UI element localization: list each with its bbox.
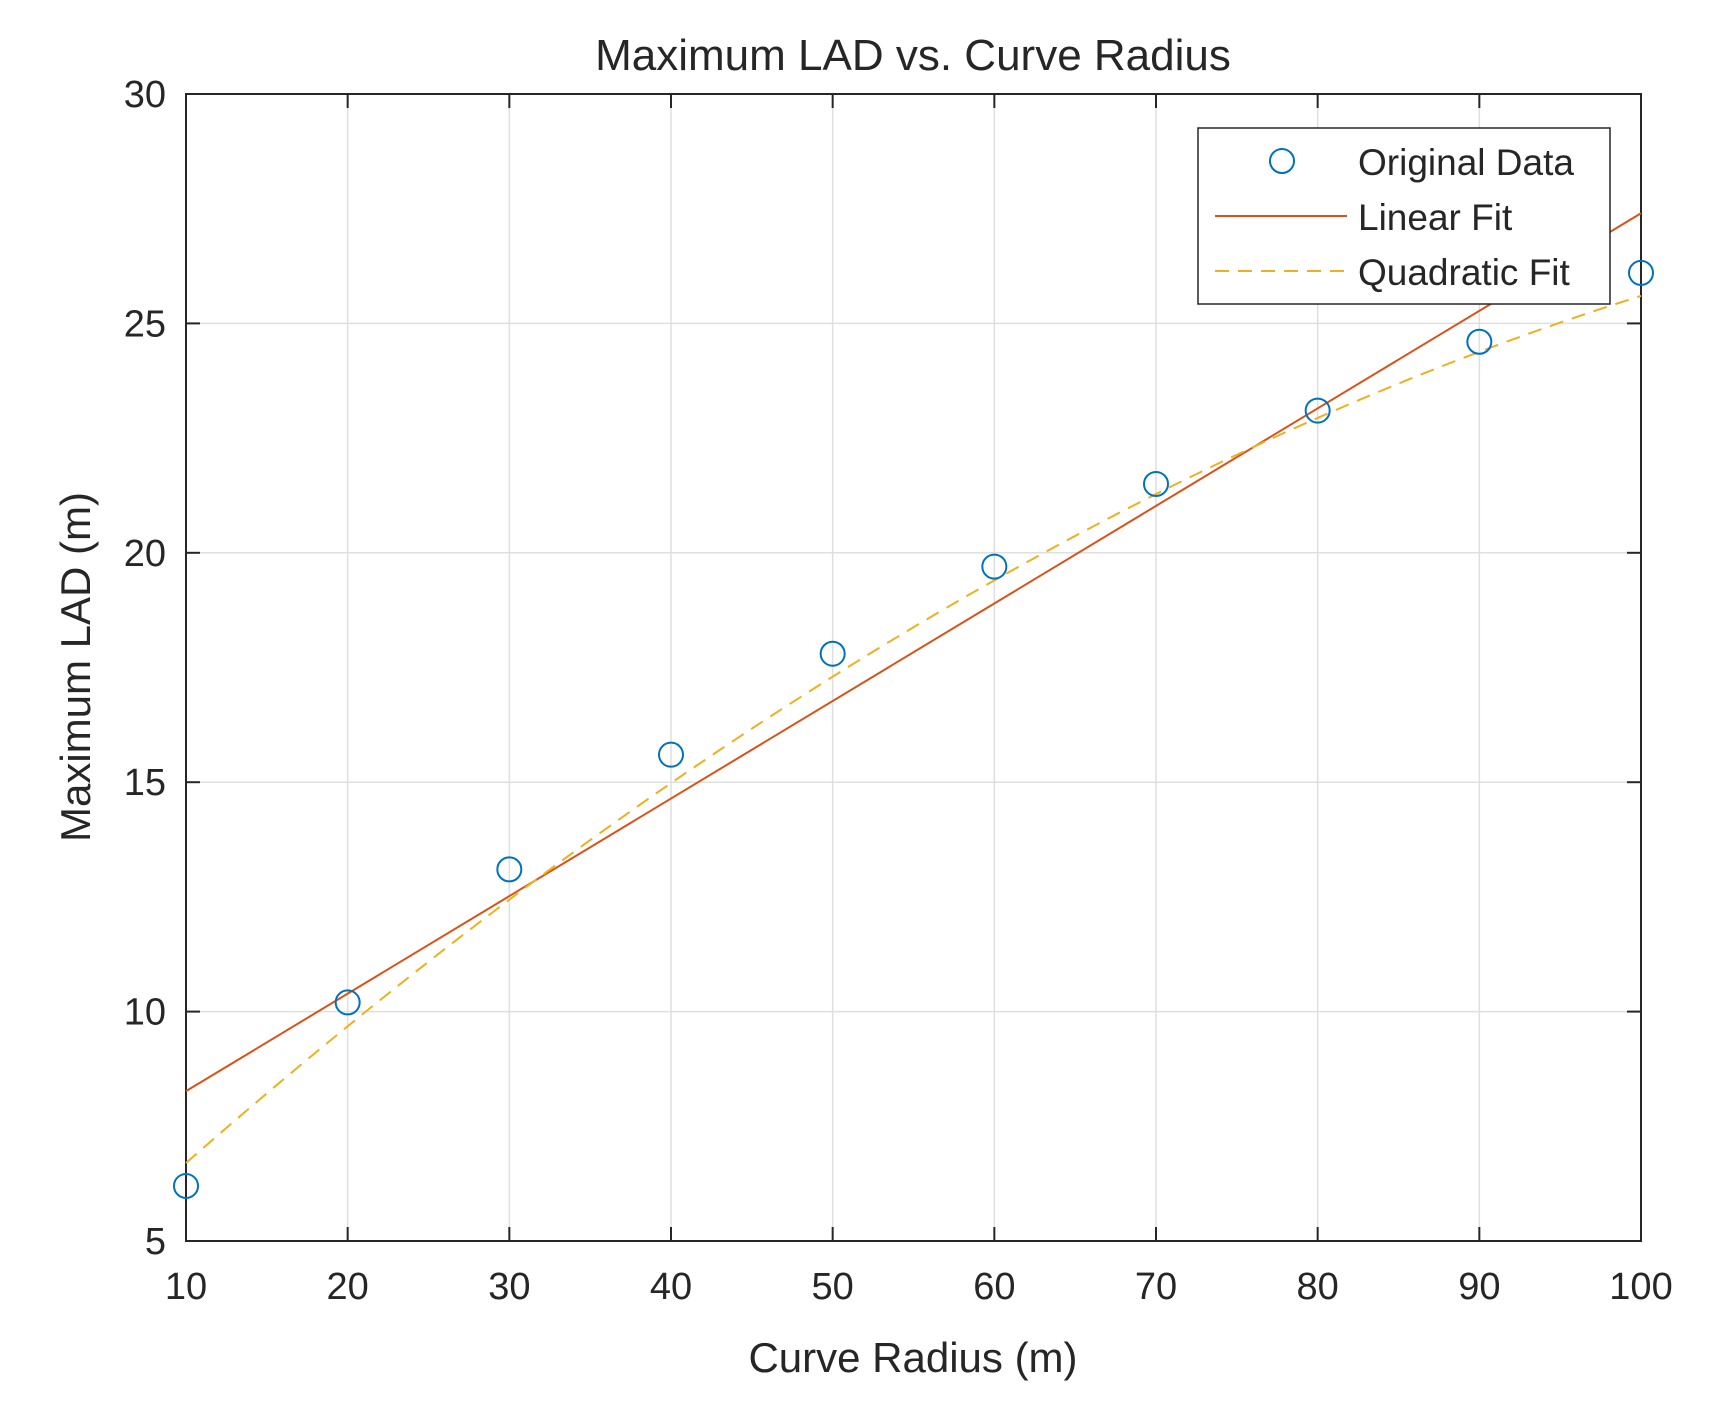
x-tick-label: 80 — [1297, 1266, 1339, 1308]
y-tick-label: 25 — [124, 303, 166, 345]
x-tick-label: 100 — [1609, 1266, 1672, 1308]
legend-label-quadratic-fit: Quadratic Fit — [1358, 252, 1571, 293]
x-tick-label: 40 — [650, 1266, 692, 1308]
data-point — [1304, 397, 1331, 424]
legend: Original Data Linear Fit Quadratic Fit — [1197, 127, 1611, 305]
data-point — [173, 1172, 199, 1199]
x-tick-label: 50 — [812, 1266, 854, 1308]
data-point — [819, 640, 846, 667]
data-point — [496, 856, 523, 883]
data-point — [658, 741, 684, 768]
plot-frame — [185, 93, 1642, 1242]
y-tick-label: 10 — [124, 992, 166, 1034]
data-point — [1143, 470, 1169, 497]
data-point — [1628, 259, 1654, 286]
x-tick-label: 30 — [488, 1266, 530, 1308]
x-axis-label: Curve Radius (m) — [748, 1334, 1077, 1381]
y-tick-label: 20 — [124, 533, 166, 575]
data-point — [1466, 328, 1493, 355]
chart-title: Maximum LAD vs. Curve Radius — [595, 31, 1231, 80]
y-tick-label: 15 — [124, 762, 166, 804]
x-tick-label: 20 — [327, 1266, 369, 1308]
y-tick-label: 30 — [124, 74, 166, 116]
y-axis-label: Maximum LAD (m) — [52, 492, 99, 842]
x-tick-label: 70 — [1135, 1266, 1177, 1308]
legend-marker-original-data — [1269, 148, 1295, 174]
data-point — [334, 989, 361, 1016]
quadratic-fit-line — [185, 294, 1642, 1164]
x-tick-label: 60 — [973, 1266, 1015, 1308]
legend-label-linear-fit: Linear Fit — [1358, 197, 1513, 238]
x-tick-label: 90 — [1458, 1266, 1500, 1308]
linear-fit-line — [185, 212, 1642, 1093]
x-tick-label: 10 — [165, 1266, 207, 1308]
data-point — [981, 553, 1008, 580]
legend-label-original-data: Original Data — [1358, 142, 1574, 183]
y-tick-label: 5 — [145, 1221, 166, 1263]
series — [173, 212, 1654, 1199]
